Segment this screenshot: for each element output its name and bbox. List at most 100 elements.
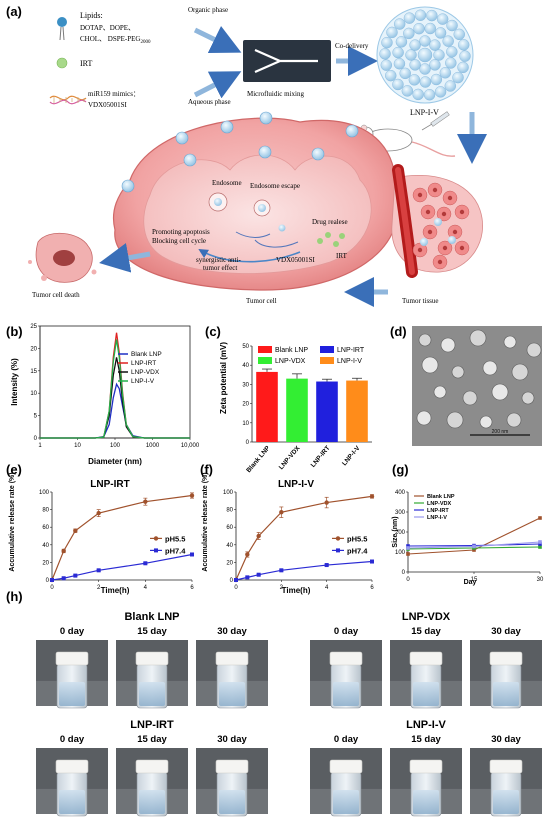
- tumor-tissue-nucleus: [427, 229, 433, 235]
- lnp-subparticle: [413, 22, 425, 35]
- y-tick-label: 0: [34, 436, 38, 442]
- x-tick-label: 10: [74, 443, 81, 449]
- y-tick-label: 200: [395, 530, 406, 536]
- data-point: [538, 542, 542, 546]
- x-tick-label: 6: [190, 585, 194, 591]
- photo-day-label: 0 day: [60, 734, 85, 745]
- y-tick-label: 30: [242, 382, 249, 388]
- x-tick-label: LNP-IRT: [310, 445, 332, 469]
- vial-liquid: [219, 790, 245, 814]
- data-point: [256, 533, 261, 539]
- lnp-subparticle: [417, 47, 433, 63]
- y-tick-label: 300: [395, 510, 406, 516]
- vial-liquid: [59, 682, 85, 706]
- panel-e: (e) LNP-IRT 0 20 40 60 80 100 0 2 4 6 pH5.5 pH7.4 A…: [6, 462, 194, 595]
- photo-day-label: 0 day: [60, 626, 85, 637]
- tem-particle: [511, 363, 529, 381]
- lnp-subparticle: [408, 74, 421, 86]
- vial-liquid: [219, 682, 245, 706]
- lnp-subparticle: [419, 76, 432, 88]
- lnp-subparticle: [412, 88, 424, 101]
- panel-d: (d) 200 nm: [390, 324, 542, 446]
- legend-label: pH7.4: [347, 546, 368, 555]
- lnp-subparticle: [446, 46, 458, 58]
- x-tick-label: 1000: [146, 443, 160, 449]
- nanoparticle: [259, 111, 273, 125]
- endosome-escape-label: Endosome escape: [250, 182, 300, 190]
- endosome-label: Endosome: [212, 179, 242, 187]
- data-point: [256, 572, 261, 577]
- photo-day-label: 0 day: [334, 734, 359, 745]
- x-tick-label: 10,000: [181, 443, 200, 449]
- lnp-subparticle: [446, 19, 458, 32]
- vial-cap: [329, 651, 363, 666]
- nanoparticle: [345, 124, 359, 138]
- tissue-nanoparticle: [434, 218, 442, 226]
- tissue-nanoparticle: [448, 236, 456, 244]
- legend-marker: [335, 536, 341, 541]
- legend-swatch: [258, 346, 272, 353]
- series-line: [51, 553, 193, 581]
- data-point: [406, 544, 410, 548]
- chart-f-ylabel: Accumulative release rate (%): [202, 472, 209, 571]
- legend-label: LNP-IRT: [427, 508, 449, 514]
- x-tick-label: LNP-VDX: [278, 444, 302, 471]
- y-tick-label: 0: [230, 578, 234, 584]
- y-tick-label: 100: [395, 550, 406, 556]
- legend-label: Blank LNP: [275, 347, 308, 354]
- panel-label-g: (g): [392, 462, 409, 477]
- x-tick-label: 0: [50, 585, 54, 591]
- lnp-subparticle: [445, 57, 457, 69]
- y-tick-label: 10: [30, 391, 37, 397]
- x-tick-label: LNP-I-V: [341, 444, 362, 467]
- data-point: [61, 576, 66, 581]
- photo-day-label: 15 day: [137, 734, 167, 745]
- y-tick-label: 100: [223, 490, 234, 496]
- tumor-tissue-nucleus: [459, 209, 465, 215]
- lnp-subparticle: [434, 86, 447, 98]
- legend-label: LNP-IRT: [337, 347, 365, 354]
- vial-cap: [489, 759, 523, 774]
- lnp-subparticle: [452, 71, 464, 84]
- y-tick-label: 20: [226, 560, 233, 566]
- lnp-subparticle: [419, 35, 431, 47]
- tem-particle: [526, 342, 542, 358]
- tumor-tissue-nucleus: [432, 187, 438, 193]
- y-tick-label: 40: [226, 543, 233, 549]
- lnp-subparticle: [459, 50, 471, 62]
- photo-day-label: 15 day: [411, 734, 441, 745]
- tem-particle: [446, 411, 464, 429]
- chart-f-xlabel: Time(h): [282, 586, 311, 595]
- vial-liquid: [59, 790, 85, 814]
- photo-day-label: 30 day: [491, 626, 521, 637]
- y-tick-label: 0: [246, 440, 250, 446]
- drug-release-label: Drug realese: [312, 218, 348, 226]
- tem-particle: [491, 383, 509, 401]
- y-tick-label: 40: [42, 543, 49, 549]
- lnp-subparticle: [386, 26, 398, 39]
- vial-liquid: [139, 790, 165, 814]
- y-tick-label: 20: [42, 560, 49, 566]
- panel-f: (f) LNP-I-V 0 20 40 60 80 100 0 2 4 6 pH5.5 pH7.4 A…: [200, 462, 374, 595]
- tumor-tissue-nucleus: [459, 245, 465, 251]
- x-tick-label: 2: [97, 585, 101, 591]
- mimics-line-1: miR159 mimics：: [88, 90, 140, 98]
- data-point: [61, 548, 66, 554]
- tumor-cell: [112, 117, 398, 291]
- data-point: [279, 510, 284, 515]
- bar-lnp-vdx: [286, 378, 308, 442]
- data-point: [73, 573, 78, 578]
- legend-label: LNP-VDX: [275, 358, 306, 365]
- y-tick-label: 20: [242, 402, 249, 408]
- tissue-nanoparticle: [420, 238, 428, 246]
- legend-label: LNP-VDX: [131, 369, 160, 376]
- bar-lnp-irt: [316, 381, 338, 442]
- panel-label-d: (d): [390, 324, 407, 339]
- data-point: [279, 568, 284, 573]
- nanoparticles-outside: [121, 111, 359, 193]
- lnp-subparticle: [380, 59, 393, 71]
- lnp-subparticle: [419, 63, 431, 75]
- tem-particle: [433, 385, 447, 399]
- vial-liquid: [333, 682, 359, 706]
